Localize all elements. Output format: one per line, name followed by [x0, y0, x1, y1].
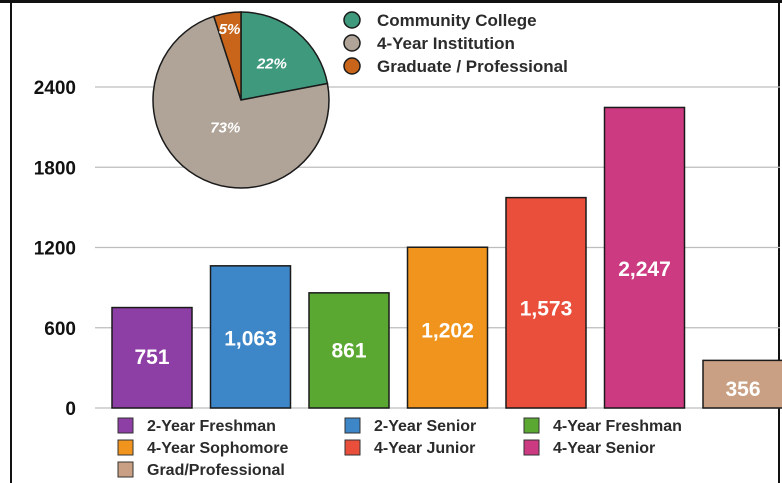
bar-series [111, 106, 782, 409]
bar-value-label: 356 [725, 378, 760, 401]
legend-swatch [523, 417, 540, 434]
bar-value-labels: 751 1,063 861 1,202 1,573 2,247 356 [134, 258, 760, 401]
bar [603, 106, 686, 409]
pie-value-label: 5% [219, 21, 241, 38]
pie-slice [212, 11, 242, 101]
y-tick-label: 0 [65, 399, 76, 420]
pie-slice [240, 11, 329, 101]
frame-right-border [778, 0, 780, 483]
pie-slice [152, 15, 330, 189]
legend-swatch [344, 417, 361, 434]
pie-value-labels: 22% 73% 5% [210, 21, 287, 137]
bar [505, 196, 587, 409]
legend-label: 4-Year Junior [374, 440, 475, 457]
legend-swatch [117, 417, 134, 434]
legend-swatch [117, 439, 134, 456]
bar [702, 359, 782, 409]
pie-legend-label: 4-Year Institution [377, 34, 515, 53]
y-axis-ticks: 0 600 1200 1800 2400 [34, 78, 76, 420]
legend-label: 4-Year Senior [553, 440, 655, 457]
bar-value-label: 1,573 [520, 297, 573, 320]
legend-label: 2-Year Freshman [147, 418, 276, 435]
y-tick-label: 2400 [34, 78, 76, 99]
bar-value-label: 751 [134, 346, 169, 369]
bar-value-label: 861 [331, 339, 366, 362]
bar [209, 265, 292, 409]
legend-label: 4-Year Freshman [553, 418, 682, 435]
legend-label: Grad/Professional [147, 462, 285, 479]
legend-swatch [344, 439, 361, 456]
legend-swatch [117, 461, 134, 478]
y-tick-label: 1800 [34, 158, 76, 179]
pie-legend-marker [343, 11, 361, 29]
bar [308, 292, 390, 409]
bar-value-label: 2,247 [618, 258, 671, 281]
pie-legend-marker [343, 34, 361, 52]
legend-label: 2-Year Senior [374, 418, 476, 435]
frame-left-border [10, 0, 12, 483]
pie-legend-label: Community College [377, 11, 537, 30]
pie-chart [152, 11, 330, 189]
bar-value-label: 1,202 [421, 319, 474, 342]
pie-value-label: 73% [210, 120, 240, 137]
pie-value-label: 22% [256, 56, 287, 73]
pie-legend: Community College 4-Year Institution Gradu… [343, 11, 568, 76]
legend-label: 4-Year Sophomore [147, 440, 288, 457]
y-tick-label: 1200 [34, 239, 76, 260]
bar-value-label: 1,063 [224, 327, 277, 350]
bar [406, 246, 489, 409]
bar [111, 306, 193, 409]
pie-legend-label: Graduate / Professional [377, 57, 568, 76]
pie-legend-marker [343, 57, 361, 75]
y-tick-label: 600 [44, 319, 76, 340]
bar-legend: 2-Year Freshman 2-Year Senior 4-Year Fresh… [117, 417, 682, 479]
frame-top-border [0, 0, 782, 3]
legend-swatch [523, 439, 540, 456]
